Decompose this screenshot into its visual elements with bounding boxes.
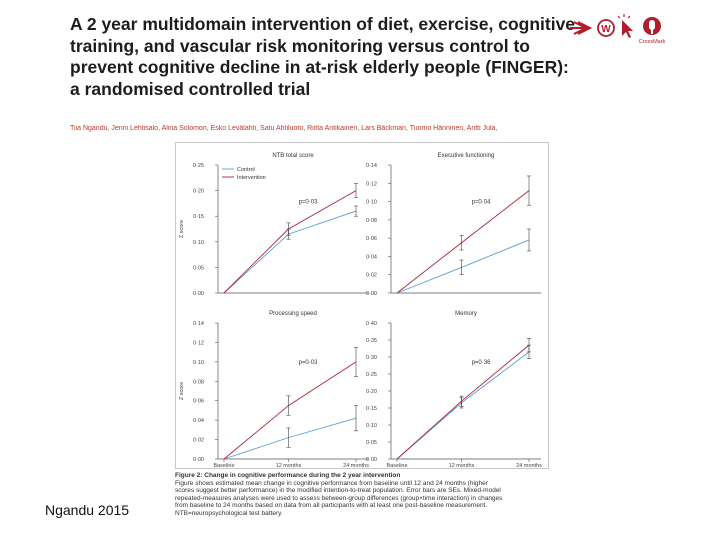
y-tick-label: 0·06 (366, 236, 377, 242)
chart-title: NTB total score (272, 153, 314, 159)
chart-panel-1: NTB total score 0·25 0·20 0·15 0·10 0·05 0·00 Z… (179, 153, 368, 297)
chart-panel-2: Executive functioning 0·14 0·12 0·10 0·08 0·0… (366, 153, 541, 297)
caption-line-2: scores suggest better performance) in th… (175, 487, 501, 495)
y-tick-label: 0·10 (193, 360, 204, 366)
caption-title: Figure 2: Change in cognitive performanc… (175, 472, 401, 479)
y-tick-label: 0·20 (366, 389, 377, 395)
y-tick-label: 0·06 (193, 399, 204, 405)
y-tick-label: 0·00 (193, 457, 204, 463)
crossmark-label: CrossMark (639, 39, 666, 45)
series-line-intervention (223, 361, 357, 460)
y-tick-label: 0·12 (193, 340, 204, 346)
y-tick-label: 0·00 (366, 291, 377, 297)
x-tick-label: 24 months (516, 463, 542, 468)
paper-title: A 2 year multidomain intervention of die… (70, 14, 576, 100)
series-line-control (223, 417, 357, 460)
x-tick-label: Baseline (386, 463, 407, 468)
y-tick-label: 0·05 (193, 265, 204, 271)
y-tick-label: 0·25 (193, 163, 204, 169)
y-axis-label: Z score (179, 382, 185, 400)
legend-label: Control (237, 167, 255, 173)
author-list: Tiia Ngandu, Jenni Lehtisalo, Alina Solo… (70, 125, 498, 132)
chart-title: Memory (455, 311, 477, 317)
title-line-4: a randomised controlled trial (70, 78, 311, 99)
y-tick-label: 0·40 (366, 321, 377, 327)
chart-panel-3: Processing speed 0·14 0·12 0·10 0·08 0·06 0·04… (179, 311, 369, 469)
series-line-control (396, 351, 530, 460)
y-tick-label: 0·20 (193, 189, 204, 195)
y-tick-label: 0·08 (193, 379, 204, 385)
x-tick-label: 12 months (449, 463, 475, 468)
y-tick-label: 0·04 (193, 418, 204, 424)
y-tick-label: 0·15 (193, 214, 204, 220)
figure-plot-area: NTB total score 0·25 0·20 0·15 0·10 0·05 0·00 Z… (179, 153, 542, 469)
circled-w-icon: W (597, 19, 615, 37)
legend-label: Intervention (237, 175, 266, 181)
series-line-intervention (396, 190, 530, 294)
series-line-control (396, 239, 530, 294)
y-tick-label: 0·14 (366, 163, 377, 169)
y-tick-label: 0·14 (193, 321, 204, 327)
y-tick-label: 0·10 (366, 200, 377, 206)
series-line-control (223, 210, 357, 294)
cursor-icon (617, 14, 633, 38)
chart-title: Processing speed (269, 311, 317, 317)
figure-caption: Figure 2: Change in cognitive performanc… (175, 472, 547, 518)
y-tick-label: 0·25 (366, 372, 377, 378)
p-value-label: p=0·03 (299, 199, 319, 205)
x-tick-label: Baseline (213, 463, 234, 468)
series-line-intervention (223, 190, 357, 294)
y-tick-label: 0·12 (366, 181, 377, 187)
y-axis-label: Z score (179, 220, 185, 238)
caption-line-4: from baseline to 24 months based on data… (175, 502, 488, 510)
svg-text:W: W (601, 24, 611, 35)
chart-panel-4: Memory 0·40 0·35 0·30 0·25 0·20 0·15 0·10 0·05 0·… (366, 311, 542, 469)
y-tick-label: 0·10 (366, 423, 377, 429)
y-tick-label: 0·04 (366, 254, 377, 260)
title-line-3: prevent cognitive decline in at-risk eld… (70, 57, 569, 77)
title-line-2: training, and vascular risk monitoring v… (70, 35, 530, 56)
citation-label: Ngandu 2015 (45, 502, 130, 518)
title-line-1: A 2 year multidomain intervention of die… (70, 14, 576, 34)
publisher-logos: W CrossMark (566, 12, 696, 52)
figure-2: NTB total score 0·25 0·20 0·15 0·10 0·05 0·00 Z… (175, 142, 549, 469)
y-tick-label: 0·02 (193, 438, 204, 444)
arrow-logo-icon (570, 21, 593, 35)
chart-title: Executive functioning (438, 153, 495, 159)
caption-line-5: NTB=neuropsychological test battery. (175, 509, 283, 517)
y-tick-label: 0·08 (366, 218, 377, 224)
caption-line-1: Figure shows estimated mean change in co… (175, 479, 488, 487)
y-tick-label: 0·35 (366, 338, 377, 344)
y-tick-label: 0·15 (366, 406, 377, 412)
crossmark-icon (643, 17, 661, 35)
y-tick-label: 0·30 (366, 355, 377, 361)
y-tick-label: 0·00 (366, 457, 377, 463)
x-tick-label: 12 months (276, 463, 302, 468)
p-value-label: p=0·03 (299, 360, 319, 366)
caption-line-3: repeated-measures analyses were used to … (175, 494, 503, 502)
logo-group: W CrossMark (570, 14, 666, 45)
p-value-label: p=0·36 (472, 360, 492, 366)
x-tick-label: 24 months (343, 463, 369, 468)
y-tick-label: 0·10 (193, 240, 204, 246)
p-value-label: p=0·04 (472, 199, 492, 205)
y-tick-label: 0·05 (366, 440, 377, 446)
y-tick-label: 0·02 (366, 273, 377, 279)
y-tick-label: 0·00 (193, 291, 204, 297)
